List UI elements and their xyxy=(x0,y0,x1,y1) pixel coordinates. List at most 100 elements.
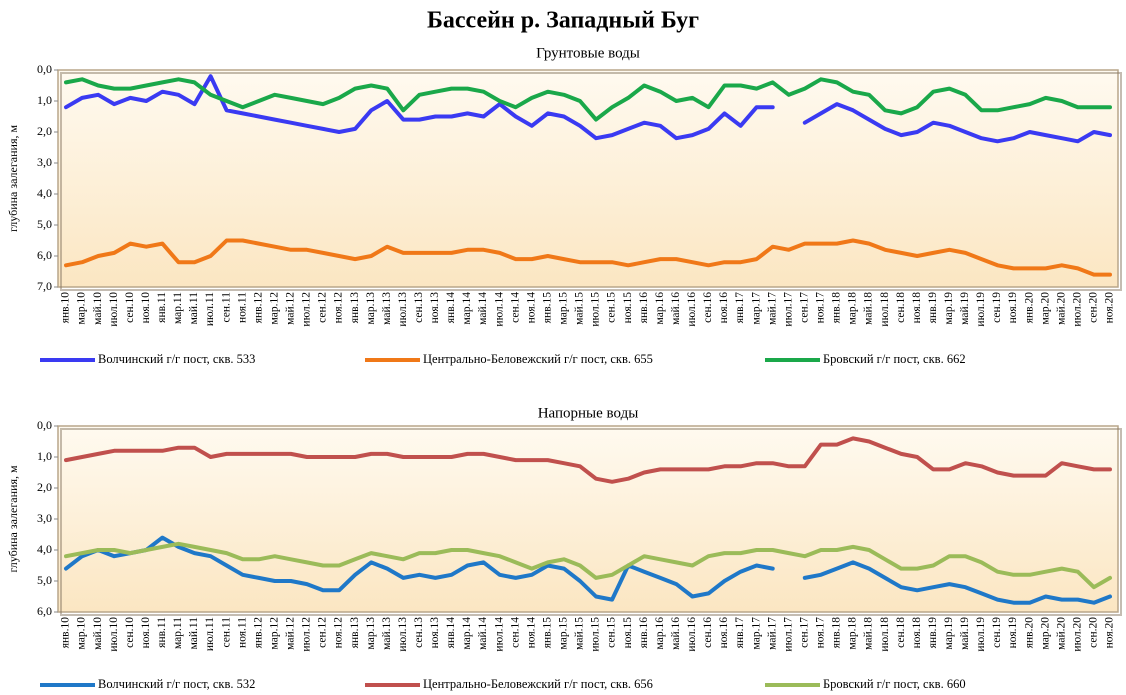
x-tick-label: сен.12 xyxy=(317,617,329,648)
x-tick-label: сен.10 xyxy=(124,292,136,323)
legend-label: Волчинский г/г пост, скв. 532 xyxy=(98,677,255,691)
x-tick-label: сен.19 xyxy=(991,292,1003,323)
x-tick-label: июл.18 xyxy=(879,617,891,652)
x-tick-label: янв.12 xyxy=(252,617,264,648)
x-tick-label: мар.18 xyxy=(847,617,859,650)
x-tick-label: мар.15 xyxy=(558,617,570,650)
x-tick-label: май.12 xyxy=(285,617,297,650)
x-tick-label: ноя.18 xyxy=(911,292,923,324)
y-tick-label: 5,0 xyxy=(37,217,52,231)
x-tick-label: янв.11 xyxy=(156,617,168,648)
x-tick-label: июл.14 xyxy=(493,617,505,652)
x-tick-label: ноя.19 xyxy=(1007,292,1019,324)
y-tick-label: 5,0 xyxy=(37,573,52,587)
x-tick-label: май.11 xyxy=(188,292,200,325)
x-tick-label: сен.13 xyxy=(413,617,425,648)
x-tick-label: июл.11 xyxy=(204,292,216,326)
y-tick-label: 3,0 xyxy=(37,155,52,169)
x-tick-label: янв.13 xyxy=(349,292,361,323)
x-tick-label: ноя.12 xyxy=(333,617,345,649)
chart-title: Грунтовые воды xyxy=(536,45,640,61)
x-tick-label: янв.15 xyxy=(541,617,553,648)
series-line xyxy=(64,535,1112,605)
y-tick-label: 6,0 xyxy=(37,604,52,618)
plot-shadow xyxy=(60,428,1122,616)
x-tick-label: май.13 xyxy=(381,617,393,650)
x-tick-label: сен.20 xyxy=(1088,292,1100,323)
x-tick-label: мар.14 xyxy=(461,292,473,325)
x-tick-label: мар.12 xyxy=(268,617,280,650)
x-tick-label: янв.13 xyxy=(349,617,361,648)
x-tick-label: июл.18 xyxy=(879,292,891,327)
x-tick-label: май.14 xyxy=(477,292,489,325)
series-line xyxy=(64,436,1112,484)
plot-area xyxy=(57,425,1119,613)
x-tick-label: ноя.12 xyxy=(333,292,345,324)
x-tick-label: сен.15 xyxy=(606,617,618,648)
main-title: Бассейн р. Западный Буг xyxy=(427,8,699,34)
x-tick-label: мар.11 xyxy=(172,292,184,324)
x-tick-label: сен.10 xyxy=(124,617,136,648)
x-tick-label: май.11 xyxy=(188,617,200,650)
x-tick-label: сен.20 xyxy=(1088,617,1100,648)
x-tick-label: янв.19 xyxy=(927,617,939,648)
x-tick-label: сен.12 xyxy=(317,292,329,323)
series-line xyxy=(64,74,1112,144)
y-tick-label: 0,0 xyxy=(37,418,52,432)
x-tick-label: янв.16 xyxy=(638,617,650,648)
x-tick-label: сен.18 xyxy=(895,292,907,323)
x-tick-label: сен.16 xyxy=(702,292,714,323)
x-tick-label: ноя.17 xyxy=(815,617,827,649)
x-tick-label: ноя.10 xyxy=(140,292,152,324)
x-tick-label: май.17 xyxy=(766,292,778,325)
x-tick-label: мар.10 xyxy=(76,292,88,325)
x-tick-label: сен.14 xyxy=(509,617,521,648)
x-tick-label: май.14 xyxy=(477,617,489,650)
x-tick-label: май.20 xyxy=(1055,292,1067,325)
x-tick-label: июл.12 xyxy=(301,617,313,652)
x-tick-label: июл.20 xyxy=(1071,292,1083,327)
x-tick-label: май.18 xyxy=(863,617,875,650)
x-tick-label: янв.18 xyxy=(831,292,843,323)
plot-shadow xyxy=(60,72,1122,291)
x-tick-label: сен.14 xyxy=(509,292,521,323)
x-tick-label: ноя.14 xyxy=(525,292,537,324)
y-tick-label: 2,0 xyxy=(37,480,52,494)
x-tick-label: янв.17 xyxy=(734,292,746,323)
x-tick-label: ноя.18 xyxy=(911,617,923,649)
x-tick-label: июл.16 xyxy=(686,617,698,652)
x-tick-label: сен.17 xyxy=(798,617,810,648)
x-tick-label: май.17 xyxy=(766,617,778,650)
x-tick-label: мар.17 xyxy=(750,617,762,650)
x-tick-label: янв.14 xyxy=(445,617,457,648)
x-tick-label: июл.19 xyxy=(975,617,987,652)
x-tick-label: ноя.11 xyxy=(236,617,248,648)
x-tick-label: ноя.13 xyxy=(429,292,441,324)
x-tick-label: мар.15 xyxy=(558,292,570,325)
x-tick-label: май.19 xyxy=(959,292,971,325)
x-tick-label: янв.14 xyxy=(445,292,457,323)
y-tick-label: 1,0 xyxy=(37,449,52,463)
x-tick-label: сен.11 xyxy=(220,292,232,323)
x-tick-label: мар.16 xyxy=(654,617,666,650)
legend-label: Бровский г/г пост, скв. 662 xyxy=(823,352,966,366)
x-tick-label: мар.13 xyxy=(365,617,377,650)
x-tick-label: сен.19 xyxy=(991,617,1003,648)
x-tick-label: июл.17 xyxy=(782,292,794,327)
x-tick-label: июл.13 xyxy=(397,292,409,327)
x-tick-label: июл.19 xyxy=(975,292,987,327)
y-tick-label: 0,0 xyxy=(37,62,52,76)
legend-label: Центрально-Беловежский г/г пост, скв. 65… xyxy=(423,677,653,691)
x-tick-label: май.15 xyxy=(574,292,586,325)
x-tick-label: июл.17 xyxy=(782,617,794,652)
x-tick-label: янв.20 xyxy=(1023,292,1035,323)
y-tick-label: 7,0 xyxy=(37,279,52,293)
x-tick-label: мар.18 xyxy=(847,292,859,325)
x-tick-label: янв.10 xyxy=(60,617,72,648)
x-tick-label: май.10 xyxy=(92,617,104,650)
x-tick-label: ноя.17 xyxy=(815,292,827,324)
x-tick-label: июл.20 xyxy=(1071,617,1083,652)
x-tick-label: ноя.20 xyxy=(1104,617,1116,649)
legend-label: Волчинский г/г пост, скв. 533 xyxy=(98,352,255,366)
